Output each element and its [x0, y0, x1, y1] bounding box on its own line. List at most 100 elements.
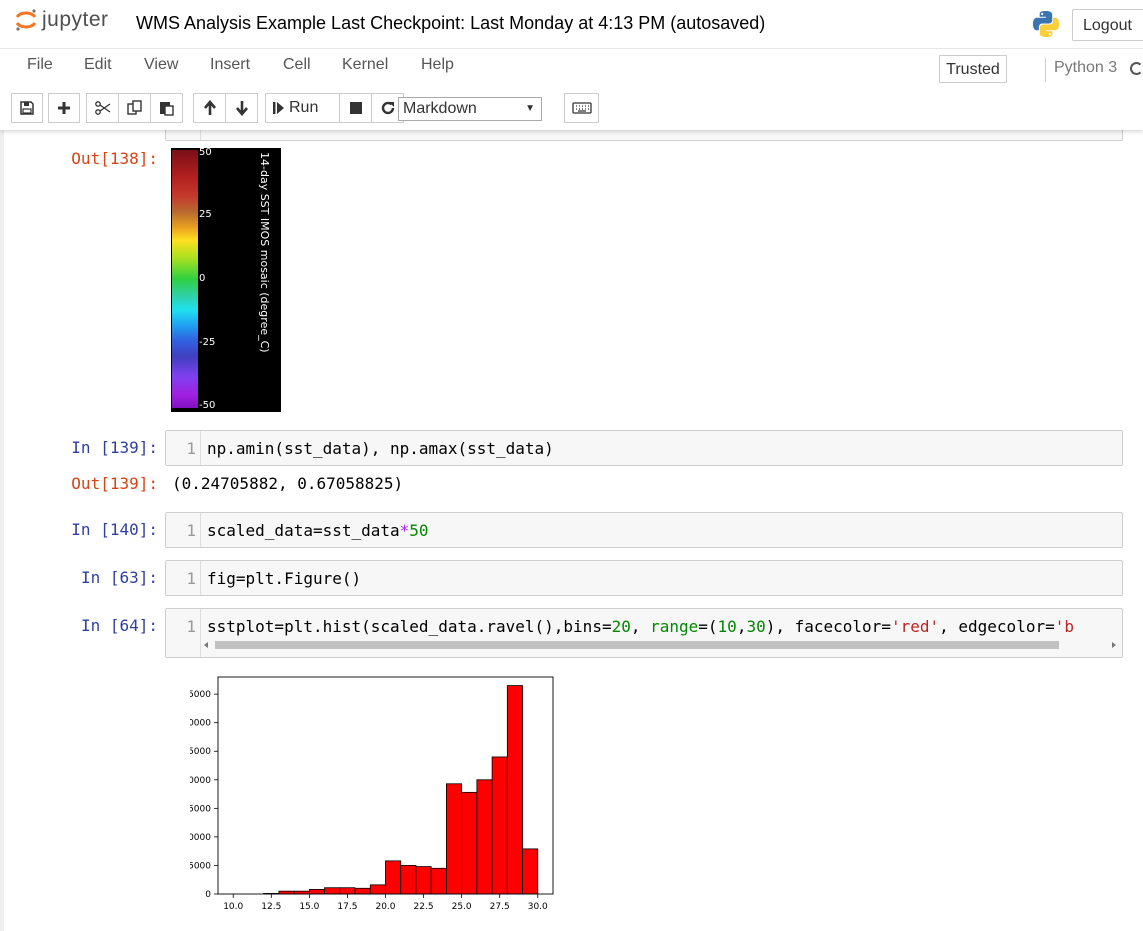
- line-number: 1: [186, 569, 196, 588]
- arrow-down-icon: [235, 101, 248, 116]
- code-line: np.amin(sst_data), np.amax(sst_data): [207, 439, 554, 458]
- code-cell[interactable]: 1 scaled_data=sst_data*50: [165, 512, 1123, 548]
- y-tick-label: 35000: [190, 690, 211, 700]
- x-tick-label: 17.5: [337, 902, 357, 912]
- histogram-bar: [308, 889, 325, 895]
- histogram-bar: [506, 685, 523, 895]
- code-token: ), facecolor=: [765, 617, 891, 636]
- code-token-builtin: range: [650, 617, 699, 636]
- histogram-bar: [369, 884, 386, 895]
- move-down-button[interactable]: [225, 93, 258, 123]
- histogram-bar: [476, 779, 493, 895]
- interrupt-button[interactable]: [339, 93, 372, 123]
- jupyter-logo-icon: [15, 9, 37, 31]
- python-logo-icon: [1033, 11, 1059, 37]
- histogram-bar: [400, 865, 417, 895]
- paste-button[interactable]: [150, 93, 183, 123]
- code-token: ,: [630, 617, 651, 636]
- menu-file[interactable]: File: [27, 56, 53, 73]
- menu-kernel[interactable]: Kernel: [342, 56, 389, 73]
- menu-help[interactable]: Help: [421, 56, 454, 73]
- command-palette-button[interactable]: [564, 93, 599, 123]
- scroll-right-icon[interactable]: [1112, 642, 1116, 648]
- menu-edit[interactable]: Edit: [84, 56, 112, 73]
- move-up-button[interactable]: [193, 93, 226, 123]
- line-gutter: [166, 431, 201, 465]
- x-tick-label: 25.0: [452, 902, 472, 912]
- x-tick-label: 22.5: [414, 902, 434, 912]
- run-icon: [273, 102, 284, 114]
- run-label: Run: [289, 99, 319, 116]
- code-cell[interactable]: 1 fig=plt.Figure(): [165, 560, 1123, 596]
- line-gutter: [166, 609, 201, 657]
- input-prompt: In [64]:: [80, 616, 158, 635]
- code-cell[interactable]: 1 sstplot=plt.hist(scaled_data.ravel(),b…: [165, 608, 1123, 658]
- histogram-bar: [385, 860, 402, 895]
- histogram-bar: [354, 887, 371, 895]
- output-prompt: Out[138]:: [71, 149, 158, 168]
- menu-bar: File Edit View Insert Cell Kernel Help: [11, 52, 1143, 86]
- menu-view[interactable]: View: [144, 56, 179, 73]
- line-gutter: [166, 513, 201, 547]
- copy-button[interactable]: [118, 93, 151, 123]
- histogram-chart: 10.0 12.5 15.0 17.5 20.0 22.5 25.0 27.5 30.0 0 500…: [190, 670, 565, 920]
- notebook-header: jupyter WMS Analysis Example Last Checkp…: [0, 0, 1143, 130]
- code-line: fig=plt.Figure(): [207, 569, 362, 588]
- line-gutter: [166, 561, 201, 595]
- x-tick-label: 20.0: [375, 902, 395, 912]
- code-token: ,: [736, 617, 747, 636]
- line-number: 1: [186, 439, 196, 458]
- jupyter-logo[interactable]: jupyter: [14, 8, 109, 32]
- code-token: scaled_data=sst_data: [207, 521, 400, 540]
- paste-icon: [159, 102, 174, 116]
- notebook-title[interactable]: WMS Analysis Example Last Checkpoint: La…: [136, 13, 766, 33]
- trusted-indicator[interactable]: Trusted: [939, 55, 1007, 83]
- scrollbar-thumb[interactable]: [215, 641, 1059, 649]
- input-prompt: In [63]:: [80, 568, 158, 587]
- x-tick-label: 10.0: [223, 902, 243, 912]
- chevron-down-icon: ▼: [525, 103, 535, 114]
- menu-cell[interactable]: Cell: [283, 56, 311, 73]
- copy-icon: [126, 100, 142, 115]
- histogram-bar: [522, 848, 539, 895]
- code-token-number: 20: [611, 617, 631, 636]
- cut-button[interactable]: [86, 93, 119, 123]
- y-tick-label: 30000: [190, 719, 211, 729]
- colorbar-label-text: 14-day SST IMOS mosaic (degree_C): [258, 152, 271, 353]
- top-bar: jupyter WMS Analysis Example Last Checkp…: [0, 0, 1143, 49]
- horizontal-scrollbar[interactable]: [200, 637, 1120, 652]
- run-button[interactable]: Run: [265, 93, 340, 123]
- y-tick-label: 15000: [190, 804, 211, 814]
- code-token-operator: *: [399, 521, 410, 540]
- keyboard-icon: [571, 102, 592, 114]
- save-button[interactable]: [11, 93, 43, 123]
- output-prompt: Out[139]:: [71, 474, 158, 493]
- histogram-bar: [339, 887, 356, 895]
- kernel-name[interactable]: Python 3: [1054, 59, 1118, 76]
- histogram-bar: [430, 867, 447, 895]
- code-cell[interactable]: 1 np.amin(sst_data), np.amax(sst_data): [165, 430, 1123, 466]
- input-prompt: In [139]:: [71, 438, 158, 457]
- insert-cell-button[interactable]: [48, 93, 80, 123]
- line-number: 1: [186, 521, 196, 540]
- kernel-status-icon: [1130, 62, 1143, 75]
- histogram-bar: [415, 866, 432, 895]
- scroll-left-icon[interactable]: [204, 642, 208, 648]
- cell-type-select[interactable]: Markdown ▼: [398, 97, 542, 121]
- histogram-bar: [324, 887, 341, 895]
- code-token-string: 'red': [890, 617, 940, 636]
- cell-type-value: Markdown: [403, 100, 477, 117]
- colorbar-tick: 0: [199, 273, 206, 284]
- colorbar-image: 50 25 0 -25 -50: [171, 147, 281, 412]
- output-text: (0.24705882, 0.67058825): [172, 474, 404, 493]
- colorbar-tick: 50: [199, 147, 212, 158]
- histogram-bar: [491, 756, 508, 895]
- arrow-up-icon: [203, 100, 216, 115]
- code-token: sstplot=plt.hist(scaled_data.ravel(),bin…: [207, 617, 612, 636]
- colorbar-gradient: [172, 150, 198, 408]
- x-tick-label: 30.0: [528, 902, 548, 912]
- logout-button[interactable]: Logout: [1072, 9, 1143, 41]
- colorbar-label: 14-day SST IMOS mosaic (degree_C): [251, 152, 281, 412]
- menu-insert[interactable]: Insert: [210, 56, 251, 73]
- plus-icon: [58, 102, 70, 114]
